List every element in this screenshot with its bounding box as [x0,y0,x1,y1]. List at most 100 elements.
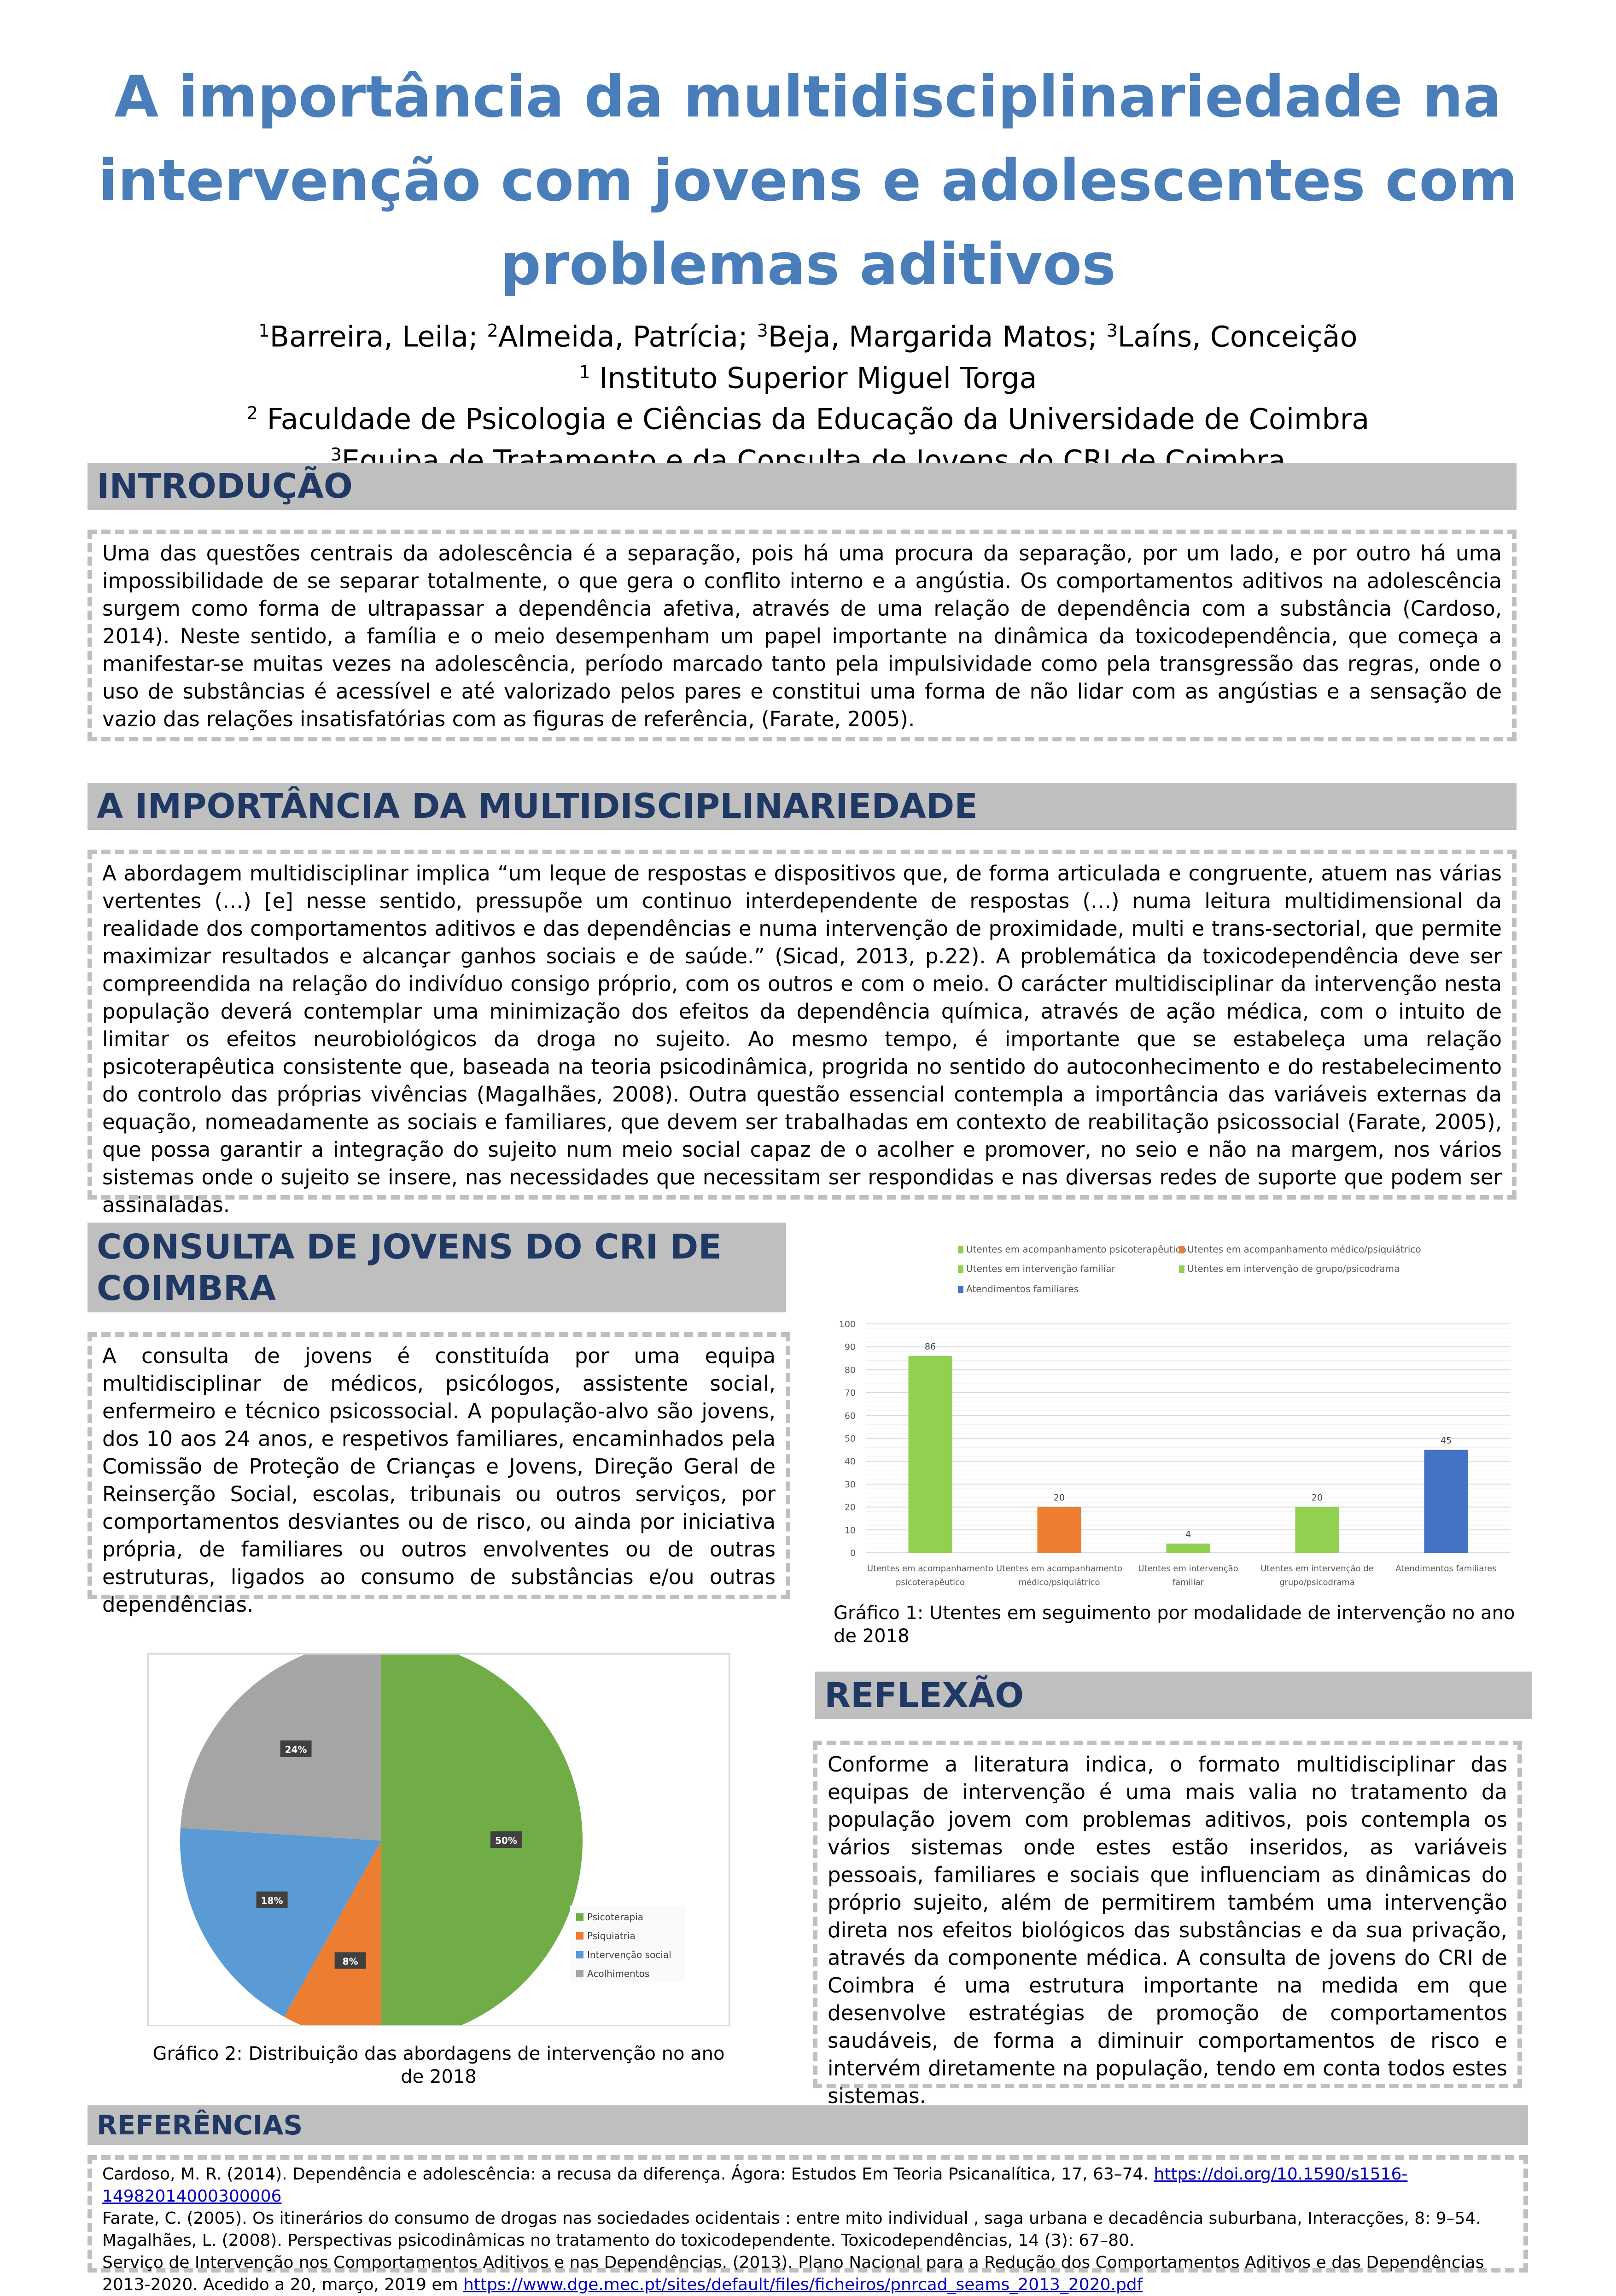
bar-chart-caption: Gráfico 1: Utentes em seguimento por mod… [834,1603,1515,1647]
multidisciplinarity-heading: A IMPORTÂNCIA DA MULTIDISCIPLINARIEDADE [88,783,1517,830]
reference-item: Serviço de Intervenção nos Comportamento… [102,2252,1513,2296]
legend-entry: Utentes em intervenção de grupo/psicodra… [1179,1263,1400,1274]
legend-swatch [576,1913,583,1921]
x-tick-line: familiar [1173,1578,1204,1587]
legend-label: Utentes em acompanhamento psicoterapêuti… [966,1244,1186,1255]
x-tick-label: Utentes em intervenção familiar [1138,1564,1238,1587]
reference-text: Farate, C. (2005). Os itinerários do con… [102,2209,1481,2228]
reference-item: Farate, C. (2005). Os itinerários do con… [102,2208,1513,2230]
slice-label-box [490,1831,522,1848]
references-heading: REFERÊNCIAS [88,2105,1528,2145]
slice-label-box [280,1740,312,1757]
legend-label: Utentes em intervenção de grupo/psicodra… [1187,1263,1400,1274]
legend-swatch [576,1970,583,1977]
legend-swatch [958,1246,963,1253]
slice-label: 24% [285,1744,307,1755]
x-tick-line: grupo/psicodrama [1279,1578,1355,1587]
legend-label: Utentes em acompanhamento médico/psiquiá… [1187,1244,1421,1255]
legend-swatch [576,1951,583,1958]
reference-text: Cardoso, M. R. (2014). Dependência e ado… [102,2165,1154,2184]
x-tick-line: Atendimentos familiares [1395,1564,1497,1573]
x-tick-line: psicoterapêutico [896,1578,965,1587]
y-tick-label: 20 [845,1503,856,1513]
affiliation: 2 Faculdade de Psicologia e Ciências da … [46,396,1570,437]
bar [908,1356,952,1553]
pie-chart: 50% 8% 18% 24% Psicoterapia Psiquiatria Interv… [180,1639,685,2042]
slice-label: 50% [495,1835,517,1846]
y-tick-label: 30 [845,1480,856,1490]
affiliation-name: Instituto Superior Miguel Torga [590,361,1037,395]
affiliation-sup: 1 [579,361,590,382]
y-tick-label: 90 [845,1342,856,1352]
legend-label: Psicoterapia [587,1911,643,1923]
bar [1166,1544,1210,1553]
reflexao-heading: REFLEXÃO [815,1672,1532,1719]
data-label: 20 [1054,1493,1065,1503]
x-tick-line: Utentes em acompanhamento [867,1564,993,1573]
reference-item: Magalhães, L. (2008). Perspectivas psico… [102,2230,1513,2252]
pie-slice [180,1828,381,2017]
data-label: 86 [925,1342,936,1352]
y-tick-label: 40 [845,1457,856,1467]
y-tick-label: 0 [850,1548,856,1558]
pie-slice [284,1841,381,2042]
reference-item: Cardoso, M. R. (2014). Dependência e ado… [102,2163,1513,2208]
x-tick-line: médico/psiquiátrico [1018,1578,1100,1587]
bar [1295,1507,1339,1553]
consulta-text: A consulta de jovens é constituída por u… [88,1332,790,1617]
x-tick-label: Utentes em acompanhamento médico/psiquiát… [996,1564,1122,1587]
author-sup: 3 [1106,321,1118,341]
slice-label: 18% [261,1895,283,1906]
pie-chart-caption: Gráfico 2: Distribuição das abordagens d… [152,2043,725,2087]
pie-chart-frame: 50% 8% 18% 24% Psicoterapia Psiquiatria Interv… [147,1639,730,2042]
y-tick-label: 80 [845,1365,856,1375]
pie-slice [180,1639,381,1841]
x-tick-line: Utentes em intervenção [1138,1564,1238,1573]
x-tick-label: Atendimentos familiares [1395,1564,1497,1573]
affiliation-sup: 2 [246,403,258,424]
author-sup: 3 [757,321,768,341]
legend-label: Psiquiatria [587,1930,636,1941]
legend-swatch [1179,1246,1184,1253]
y-tick-label: 10 [845,1525,856,1535]
author-sup: 1 [258,321,270,341]
data-label: 20 [1312,1493,1323,1503]
legend-label: Acolhimentos [587,1968,649,1979]
intro-text: Uma das questões centrais da adolescênci… [88,530,1517,741]
affiliation-name: Faculdade de Psicologia e Ciências da Ed… [257,402,1370,436]
legend-entry: Atendimentos familiares [958,1283,1079,1294]
y-tick-label: 60 [845,1411,856,1421]
y-tick-label: 100 [839,1319,856,1329]
poster-title: A importância da multidisciplinariedade … [98,64,1518,298]
affiliation-sup: 3 [330,444,342,465]
x-tick-line: Utentes em acompanhamento [996,1564,1122,1573]
legend-box [570,1906,685,1981]
authors-block: 1Barreira, Leila; 2Almeida, Patrícia; 3B… [46,313,1570,478]
bar [1037,1507,1081,1553]
legend-label: Intervenção social [587,1949,671,1960]
x-tick-label: Utentes em intervenção de grupo/psicodram… [1260,1564,1374,1587]
author-list: 1Barreira, Leila; 2Almeida, Patrícia; 3B… [46,313,1570,355]
reference-text: Serviço de Intervenção nos Comportamento… [102,2253,1484,2294]
legend-label: Atendimentos familiares [966,1283,1079,1294]
y-tick-label: 50 [845,1434,856,1444]
reflexao-text: Conforme a literatura indica, o formato … [813,1741,1522,2108]
data-label: 4 [1185,1529,1191,1539]
reference-link[interactable]: https://www.dge.mec.pt/sites/default/fil… [463,2275,1143,2294]
intro-heading: INTRODUÇÃO [88,463,1517,510]
reference-text: Magalhães, L. (2008). Perspectivas psico… [102,2231,1135,2250]
slice-label-box [334,1952,366,1969]
legend-swatch [576,1932,583,1940]
affiliation: 1 Instituto Superior Miguel Torga [46,355,1570,396]
bar [1424,1450,1468,1553]
y-tick-label: 70 [845,1388,856,1398]
legend-entry: Utentes em acompanhamento psicoterapêuti… [958,1244,1186,1255]
slice-label: 8% [343,1956,358,1967]
legend-swatch [958,1286,963,1293]
legend-entry: Utentes em acompanhamento médico/psiquiá… [1179,1244,1421,1255]
x-tick-line: Utentes em intervenção de [1260,1564,1374,1573]
consulta-heading: CONSULTA DE JOVENS DO CRI DE COIMBRA [88,1223,786,1312]
reference-link[interactable]: https://doi.org/10.1590/s1516-1498201400… [102,2165,1408,2206]
multidisciplinarity-text: A abordagem multidisciplinar implica “um… [88,850,1517,1217]
author: Barreira, Leila; [269,320,487,354]
